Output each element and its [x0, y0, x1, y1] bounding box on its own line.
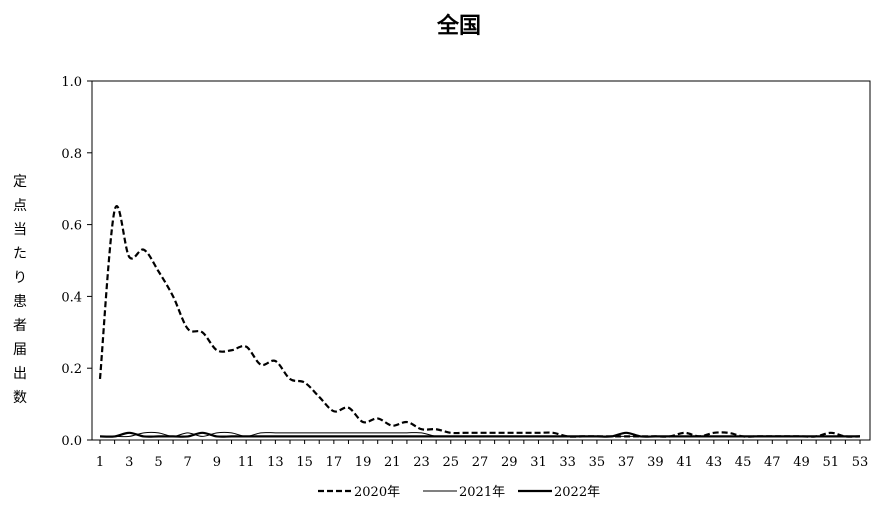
- legend-label: 2021年: [459, 485, 505, 500]
- x-tick-label: 25: [442, 455, 459, 470]
- x-tick-label: 51: [822, 455, 839, 470]
- x-tick-label: 27: [472, 455, 489, 470]
- y-axis-label-char: り: [13, 270, 27, 286]
- y-axis-label-char: 定: [13, 174, 27, 190]
- y-tick-label: 0.4: [61, 290, 82, 305]
- legend-label: 2022年: [554, 485, 600, 500]
- x-tick-label: 43: [706, 455, 723, 470]
- x-tick-label: 39: [647, 455, 664, 470]
- x-tick-label: 7: [184, 455, 192, 470]
- x-tick-label: 29: [501, 455, 518, 470]
- plot-area: [91, 80, 871, 441]
- y-tick-label: 1.0: [61, 75, 82, 90]
- x-tick-label: 47: [764, 455, 781, 470]
- x-tick-label: 17: [326, 455, 343, 470]
- y-tick-label: 0.8: [61, 147, 82, 162]
- series-line-2022年: [99, 431, 860, 438]
- x-tick-label: 49: [793, 455, 810, 470]
- series-layer: [98, 205, 861, 438]
- legend: 2020年 2021年 2022年: [318, 485, 600, 500]
- y-axis-ticks: 0.0 0.2 0.4 0.6 0.8 1.0: [61, 75, 92, 449]
- x-tick-label: 45: [735, 455, 752, 470]
- x-tick-label: 9: [213, 455, 221, 470]
- y-tick-label: 0.0: [61, 434, 82, 449]
- x-tick-label: 31: [530, 455, 547, 470]
- y-axis-label-char: た: [13, 246, 27, 262]
- x-tick-label: 23: [413, 455, 430, 470]
- x-tick-label: 41: [676, 455, 693, 470]
- x-tick-label: 13: [267, 455, 284, 470]
- x-tick-label: 1: [96, 455, 104, 470]
- y-axis-label-char: 出: [13, 366, 27, 382]
- x-tick-label: 33: [559, 455, 576, 470]
- y-tick-label: 0.6: [61, 219, 82, 234]
- x-tick-label: 11: [238, 455, 255, 470]
- x-tick-label: 53: [852, 455, 869, 470]
- x-tick-label: 21: [384, 455, 401, 470]
- y-tick-label: 0.2: [61, 362, 82, 377]
- y-axis-label-char: 点: [13, 198, 27, 214]
- y-axis-label-char: 者: [13, 318, 27, 334]
- x-tick-label: 19: [355, 455, 372, 470]
- x-tick-label: 3: [125, 455, 133, 470]
- y-axis-label-char: 数: [13, 390, 27, 406]
- y-axis-label-char: 当: [13, 222, 27, 238]
- x-tick-label: 35: [589, 455, 606, 470]
- legend-label: 2020年: [354, 485, 400, 500]
- y-axis-label-char: 患: [13, 294, 27, 310]
- chart-title: 全国: [436, 13, 481, 39]
- plot-border: [91, 80, 871, 441]
- x-axis-ticks: 1 3 5 7 9 11 13 15 17 19 21 23 25 27 29 31 33 35 37 39 41 43 4…: [96, 440, 868, 470]
- x-tick-label: 37: [618, 455, 635, 470]
- x-tick-label: 15: [296, 455, 313, 470]
- y-axis-label-char: 届: [13, 342, 27, 358]
- x-tick-label: 5: [154, 455, 162, 470]
- series-line-2020年: [98, 205, 861, 438]
